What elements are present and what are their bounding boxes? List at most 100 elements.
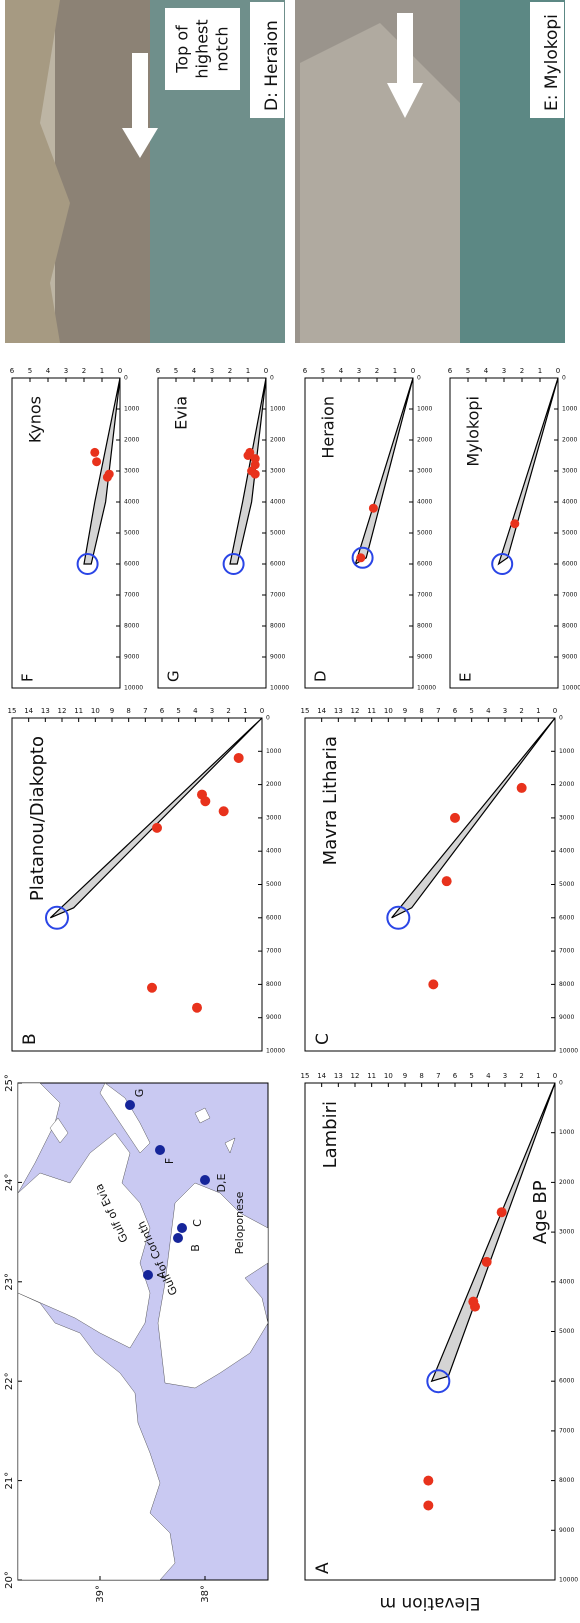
panel-title: Evia	[172, 396, 191, 430]
data-point	[152, 823, 162, 833]
y-tick-label: 12	[351, 1072, 360, 1080]
y-tick-label: 3	[210, 707, 214, 715]
x-tick-label: 4000	[562, 499, 577, 506]
x-tick-label: 1000	[559, 748, 574, 755]
x-tick-label: 8000	[124, 623, 139, 630]
site-label: C	[191, 1219, 204, 1227]
x-tick-label: 7000	[270, 592, 285, 599]
y-tick-label: 5	[466, 367, 470, 375]
y-tick-label: 2	[226, 707, 230, 715]
x-tick-label: 6000	[562, 561, 577, 568]
x-tick-label: 9000	[562, 654, 577, 661]
panel-label: E	[457, 673, 475, 682]
y-tick-label: 10	[91, 707, 100, 715]
x-tick-label: 5000	[124, 530, 139, 537]
x-tick-label: 1000	[562, 406, 577, 413]
y-tick-label: 6	[160, 707, 165, 715]
data-point	[428, 979, 438, 989]
x-tick-label: 10000	[417, 685, 436, 692]
x-tick-label: 2000	[559, 781, 574, 788]
site-dot	[177, 1223, 187, 1233]
x-tick-label: 9000	[266, 1014, 281, 1021]
x-tick-label: 3000	[417, 468, 432, 475]
x-tick-label: 5000	[559, 1328, 574, 1335]
rotated-figure: 1000090008000700060005000400030002000100…	[4, 0, 580, 1613]
lat-label: 38°	[200, 1585, 211, 1603]
x-tick-label: 7000	[124, 592, 139, 599]
site-label: A	[155, 1271, 168, 1279]
x-tick-label: 0	[559, 1080, 563, 1087]
data-point	[510, 519, 519, 528]
x-tick-label: 2000	[562, 437, 577, 444]
site-label: B	[189, 1244, 202, 1252]
y-tick-label: 0	[264, 367, 268, 375]
site-label: D,E	[215, 1173, 228, 1192]
panel-label: A	[313, 1562, 333, 1574]
x-tick-label: 10000	[266, 1048, 285, 1055]
data-point	[369, 504, 378, 513]
y-tick-label: 4	[484, 367, 489, 375]
x-tick-label: 8000	[559, 981, 574, 988]
site-dot	[155, 1145, 165, 1155]
y-tick-label: 5	[28, 367, 32, 375]
x-tick-label: 10000	[124, 685, 143, 692]
y-tick-label: 9	[110, 707, 114, 715]
x-tick-label: 0	[562, 375, 566, 382]
y-tick-label: 5	[174, 367, 178, 375]
x-tick-label: 1000	[417, 406, 432, 413]
x-tick-label: 8000	[562, 623, 577, 630]
y-tick-label: 6	[10, 367, 15, 375]
y-tick-label: 0	[556, 367, 560, 375]
x-tick-label: 0	[124, 375, 128, 382]
data-point	[482, 1257, 492, 1267]
photo-d-rock	[55, 0, 155, 343]
panel-title: Heraion	[319, 396, 338, 459]
y-tick-label: 8	[419, 707, 423, 715]
x-tick-label: 5000	[562, 530, 577, 537]
panel-title: Lambiri	[320, 1101, 341, 1168]
y-tick-label: 10	[384, 707, 393, 715]
data-point	[92, 457, 101, 466]
data-point	[244, 451, 253, 460]
site-label: F	[163, 1158, 176, 1164]
x-tick-label: 1000	[266, 748, 281, 755]
y-tick-label: 14	[317, 707, 326, 715]
y-tick-label: 7	[143, 707, 147, 715]
x-tick-label: 3000	[559, 814, 574, 821]
x-tick-label: 7000	[266, 948, 281, 955]
x-tick-label: 3000	[266, 814, 281, 821]
x-tick-label: 8000	[270, 623, 285, 630]
y-tick-label: 14	[317, 1072, 326, 1080]
data-point	[450, 813, 460, 823]
x-axis-label: Age BP	[530, 1180, 551, 1244]
x-tick-label: 9000	[559, 1527, 574, 1534]
data-point	[234, 753, 244, 763]
y-tick-label: 15	[301, 1072, 310, 1080]
panel-label: C	[313, 1033, 333, 1045]
x-tick-label: 3000	[124, 468, 139, 475]
y-tick-label: 1	[243, 707, 247, 715]
y-tick-label: 4	[46, 367, 51, 375]
x-tick-label: 5000	[559, 881, 574, 888]
y-tick-label: 0	[118, 367, 122, 375]
site-dot	[143, 1270, 153, 1280]
data-point	[192, 1003, 202, 1013]
x-tick-label: 9000	[417, 654, 432, 661]
lat-label: 39°	[95, 1585, 106, 1603]
panel-label: D	[312, 670, 330, 682]
panel-title: Platanou/Diakopto	[27, 736, 48, 901]
map-label: Peloponese	[233, 1191, 246, 1254]
y-axis-label: Elevation m	[380, 1593, 481, 1613]
y-tick-label: 9	[403, 1072, 407, 1080]
y-tick-label: 3	[64, 367, 68, 375]
x-tick-label: 6000	[124, 561, 139, 568]
y-tick-label: 2	[519, 707, 523, 715]
x-tick-label: 2000	[266, 781, 281, 788]
y-tick-label: 13	[334, 1072, 343, 1080]
data-point	[219, 806, 229, 816]
lon-label: 21°	[4, 1472, 15, 1490]
lon-label: 23°	[4, 1273, 15, 1291]
lon-label: 22°	[4, 1372, 15, 1390]
y-tick-label: 4	[339, 367, 344, 375]
x-tick-label: 7000	[417, 592, 432, 599]
